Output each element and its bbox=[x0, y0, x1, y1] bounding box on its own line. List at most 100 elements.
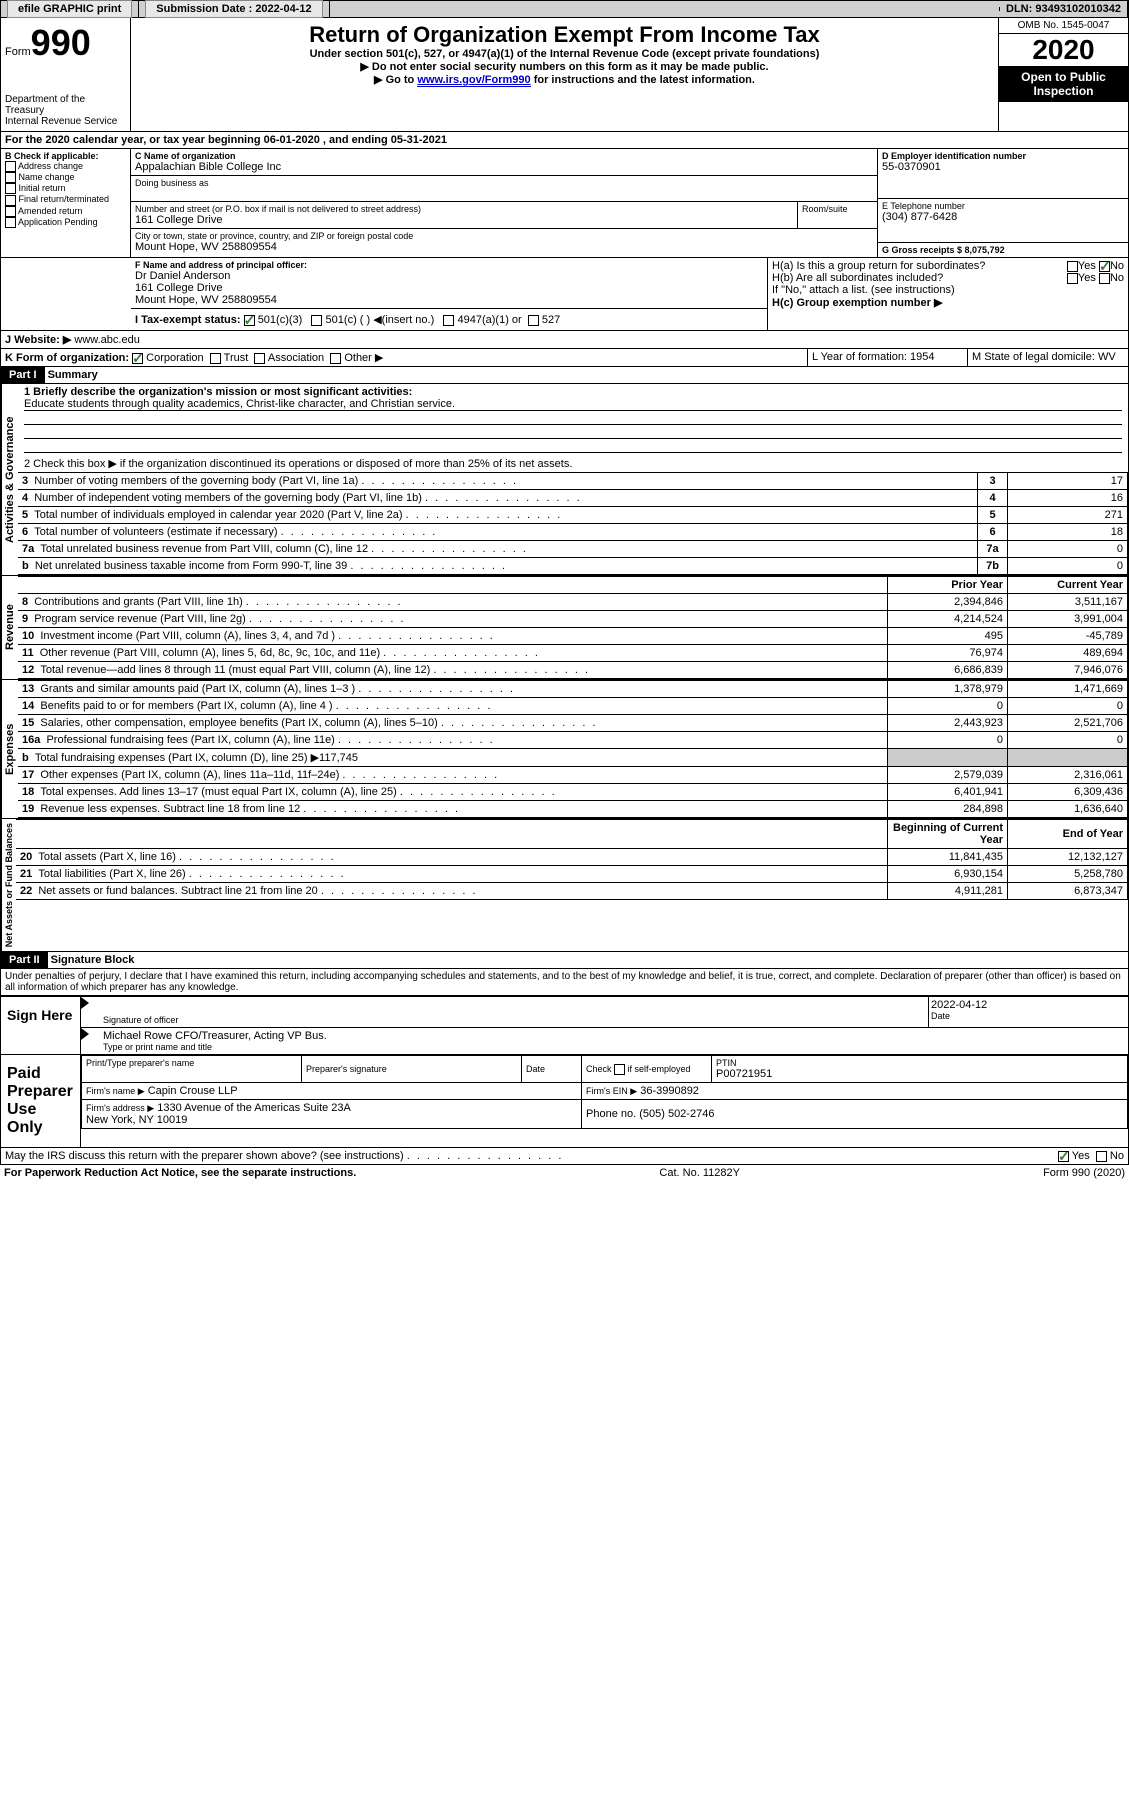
type-label: Type or print name and title bbox=[103, 1042, 1126, 1052]
officer-name: Dr Daniel Anderson bbox=[135, 270, 763, 282]
form-number: 990 bbox=[31, 22, 91, 63]
submission-btn[interactable]: Submission Date : 2022-04-12 bbox=[145, 0, 322, 18]
chk-527[interactable] bbox=[528, 315, 539, 326]
table-row: 12 Total revenue—add lines 8 through 11 … bbox=[18, 662, 1128, 679]
q1: 1 Briefly describe the organization's mi… bbox=[24, 386, 1122, 398]
table-row: 13 Grants and similar amounts paid (Part… bbox=[18, 681, 1128, 698]
chk-pending[interactable] bbox=[5, 217, 16, 228]
hb-label: H(b) Are all subordinates included? bbox=[772, 272, 1067, 284]
chk-hb-no[interactable] bbox=[1099, 273, 1110, 284]
table-row: 11 Other revenue (Part VIII, column (A),… bbox=[18, 645, 1128, 662]
org-name: Appalachian Bible College Inc bbox=[135, 161, 873, 173]
chk-initial[interactable] bbox=[5, 183, 16, 194]
officer-addr2: Mount Hope, WV 258809554 bbox=[135, 294, 763, 306]
net-label: Net Assets or Fund Balances bbox=[1, 819, 16, 951]
table-row: 6 Total number of volunteers (estimate i… bbox=[18, 524, 1128, 541]
table-row: 5 Total number of individuals employed i… bbox=[18, 507, 1128, 524]
firm-ein: 36-3990892 bbox=[640, 1085, 699, 1097]
table-row: 14 Benefits paid to or for members (Part… bbox=[18, 698, 1128, 715]
chk-self-emp[interactable] bbox=[614, 1064, 625, 1075]
part2-header: Part II Signature Block bbox=[0, 952, 1129, 969]
part1-body: Activities & Governance 1 Briefly descri… bbox=[0, 384, 1129, 576]
efile-btn[interactable]: efile GRAPHIC print bbox=[7, 0, 132, 18]
gov-label: Activities & Governance bbox=[1, 384, 18, 575]
box-c-label: C Name of organization bbox=[135, 151, 873, 161]
exp-label: Expenses bbox=[1, 680, 18, 818]
dept-treasury: Department of the TreasuryInternal Reven… bbox=[5, 94, 126, 127]
sig-officer-label: Signature of officer bbox=[103, 1015, 926, 1025]
form-label: Form bbox=[5, 46, 31, 58]
box-d-label: D Employer identification number bbox=[882, 151, 1124, 161]
table-row: 20 Total assets (Part X, line 16) 11,841… bbox=[16, 849, 1128, 866]
table-row: 21 Total liabilities (Part X, line 26) 6… bbox=[16, 866, 1128, 883]
gov-table: 3 Number of voting members of the govern… bbox=[18, 472, 1128, 575]
chk-hb-yes[interactable] bbox=[1067, 273, 1078, 284]
f-h-block: F Name and address of principal officer:… bbox=[0, 258, 1129, 331]
page-footer: For Paperwork Reduction Act Notice, see … bbox=[0, 1165, 1129, 1181]
inst-2: ▶ Go to www.irs.gov/Form990 for instruct… bbox=[135, 73, 994, 86]
sig-date: 2022-04-12 bbox=[931, 999, 1126, 1011]
chk-corp[interactable] bbox=[132, 353, 143, 364]
firm-phone: Phone no. (505) 502-2746 bbox=[582, 1100, 1128, 1129]
chk-501c3[interactable] bbox=[244, 315, 255, 326]
officer-typed: Michael Rowe CFO/Treasurer, Acting VP Bu… bbox=[103, 1030, 1126, 1042]
box-g: G Gross receipts $ 8,075,792 bbox=[878, 243, 1128, 257]
sign-here-block: Sign Here Signature of officer 2022-04-1… bbox=[0, 996, 1129, 1055]
ha-label: H(a) Is this a group return for subordin… bbox=[772, 260, 1067, 272]
chk-other[interactable] bbox=[330, 353, 341, 364]
table-row: b Total fundraising expenses (Part IX, c… bbox=[18, 749, 1128, 767]
net-table: Beginning of Current YearEnd of Year 20 … bbox=[16, 819, 1128, 900]
phone: (304) 877-6428 bbox=[882, 211, 1124, 223]
chk-discuss-no[interactable] bbox=[1096, 1151, 1107, 1162]
chk-ha-yes[interactable] bbox=[1067, 261, 1078, 272]
chk-501c[interactable] bbox=[311, 315, 322, 326]
k-l-m-row: K Form of organization: Corporation Trus… bbox=[0, 349, 1129, 367]
table-row: 8 Contributions and grants (Part VIII, l… bbox=[18, 594, 1128, 611]
org-address: 161 College Drive bbox=[135, 214, 793, 226]
chk-final[interactable] bbox=[5, 195, 16, 206]
table-row: 19 Revenue less expenses. Subtract line … bbox=[18, 801, 1128, 818]
table-row: 3 Number of voting members of the govern… bbox=[18, 473, 1128, 490]
irs-link[interactable]: www.irs.gov/Form990 bbox=[417, 74, 530, 87]
ein: 55-0370901 bbox=[882, 161, 1124, 173]
table-row: 10 Investment income (Part VIII, column … bbox=[18, 628, 1128, 645]
box-b-label: B Check if applicable: bbox=[5, 151, 126, 161]
chk-ha-no[interactable] bbox=[1099, 261, 1110, 272]
chk-address[interactable] bbox=[5, 161, 16, 172]
paid-preparer-block: Paid Preparer Use Only Print/Type prepar… bbox=[0, 1055, 1129, 1148]
box-l: L Year of formation: 1954 bbox=[808, 349, 968, 366]
table-row: 15 Salaries, other compensation, employe… bbox=[18, 715, 1128, 732]
chk-4947[interactable] bbox=[443, 315, 454, 326]
chk-assoc[interactable] bbox=[254, 353, 265, 364]
chk-discuss-yes[interactable] bbox=[1058, 1151, 1069, 1162]
omb-no: OMB No. 1545-0047 bbox=[999, 18, 1128, 34]
dba-label: Doing business as bbox=[135, 178, 873, 188]
rev-block: Revenue Prior YearCurrent Year 8 Contrib… bbox=[0, 576, 1129, 680]
rev-table: Prior YearCurrent Year 8 Contributions a… bbox=[18, 576, 1128, 679]
q1-ans: Educate students through quality academi… bbox=[24, 398, 1122, 411]
table-row: 7a Total unrelated business revenue from… bbox=[18, 541, 1128, 558]
firm-name: Capin Crouse LLP bbox=[148, 1085, 238, 1097]
h-note: If "No," attach a list. (see instruction… bbox=[772, 284, 1124, 296]
box-j: J Website: ▶ www.abc.edu bbox=[0, 331, 1129, 349]
open-inspection: Open to Public Inspection bbox=[999, 66, 1128, 102]
city-label: City or town, state or province, country… bbox=[135, 231, 873, 241]
tax-year: 2020 bbox=[999, 34, 1128, 66]
table-row: 9 Program service revenue (Part VIII, li… bbox=[18, 611, 1128, 628]
hc-label: H(c) Group exemption number ▶ bbox=[772, 296, 1124, 309]
chk-trust[interactable] bbox=[210, 353, 221, 364]
inst-1: ▶ Do not enter social security numbers o… bbox=[135, 60, 994, 73]
website: www.abc.edu bbox=[74, 334, 139, 346]
table-row: 16a Professional fundraising fees (Part … bbox=[18, 732, 1128, 749]
form-subtitle: Under section 501(c), 527, or 4947(a)(1)… bbox=[135, 48, 994, 60]
net-block: Net Assets or Fund Balances Beginning of… bbox=[0, 819, 1129, 952]
chk-name[interactable] bbox=[5, 172, 16, 183]
date-label: Date bbox=[931, 1011, 1126, 1021]
officer-addr1: 161 College Drive bbox=[135, 282, 763, 294]
org-city: Mount Hope, WV 258809554 bbox=[135, 241, 873, 253]
table-row: 17 Other expenses (Part IX, column (A), … bbox=[18, 767, 1128, 784]
part1-header: Part I Summary bbox=[0, 367, 1129, 384]
chk-amended[interactable] bbox=[5, 206, 16, 217]
penalty-text: Under penalties of perjury, I declare th… bbox=[0, 969, 1129, 996]
top-bar: efile GRAPHIC print Submission Date : 20… bbox=[0, 0, 1129, 18]
